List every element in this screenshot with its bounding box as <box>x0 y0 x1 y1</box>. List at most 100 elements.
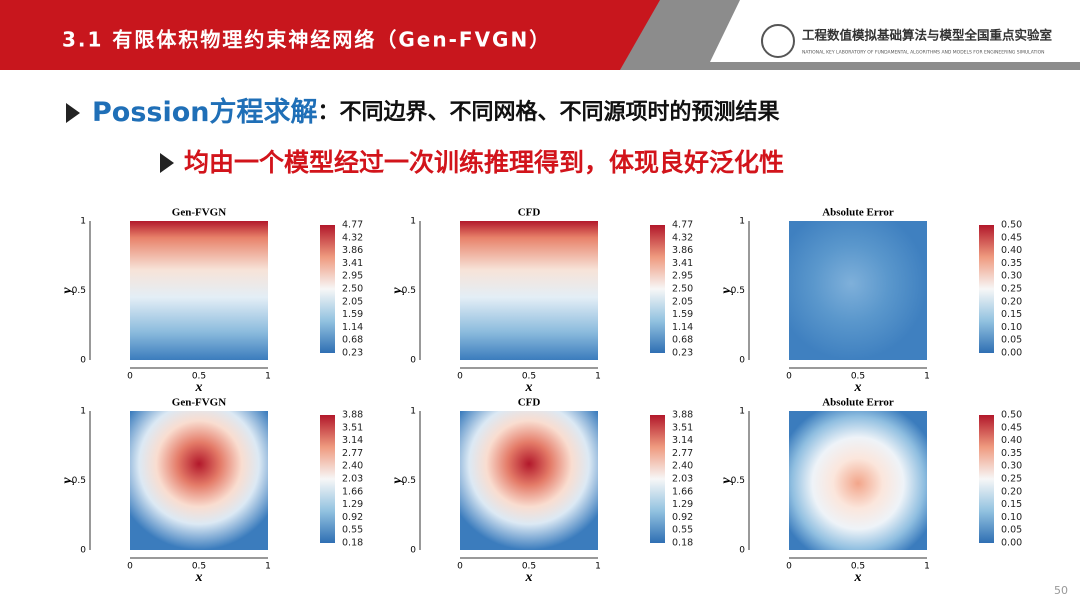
headline: Possion方程求解：不同边界、不同网格、不同源项时的预测结果 <box>92 96 780 128</box>
plot-title: Absolute Error <box>822 397 894 409</box>
colorbar-label: 0.55 <box>672 525 693 536</box>
colorbar-label: 0.00 <box>1001 538 1022 549</box>
colorbar-label: 0.15 <box>1001 309 1022 320</box>
colorbar-label: 0.23 <box>342 348 363 359</box>
colorbar-label: 0.23 <box>672 348 693 359</box>
y-tick-label: 0 <box>739 356 745 366</box>
bullet <box>66 103 80 123</box>
colorbar-label: 0.00 <box>1001 348 1022 359</box>
y-tick-label: 0.5 <box>731 476 745 486</box>
y-tick-label: 1 <box>80 217 86 227</box>
colorbar-label: 0.18 <box>342 538 363 549</box>
header-red <box>0 0 660 70</box>
x-tick-label: 0.5 <box>522 562 536 572</box>
y-tick-label: 0.5 <box>731 286 745 296</box>
colorbar-label: 0.68 <box>672 335 693 346</box>
subline: 均由一个模型经过一次训练推理得到，体现良好泛化性 <box>184 148 784 177</box>
colorbar-label: 1.14 <box>342 322 363 333</box>
colorbar-label: 0.92 <box>342 512 363 523</box>
colorbar-label: 0.40 <box>1001 435 1022 446</box>
colorbar-label: 3.14 <box>672 435 693 446</box>
x-label: x <box>525 380 533 395</box>
colorbar-label: 0.05 <box>1001 335 1022 346</box>
y-tick-label: 0.5 <box>72 476 86 486</box>
colorbar-label: 0.20 <box>1001 296 1022 307</box>
x-tick-label: 0 <box>786 562 792 572</box>
x-tick-label: 1 <box>595 372 601 382</box>
colorbar-label: 4.77 <box>672 220 693 231</box>
logo-area <box>710 0 1080 62</box>
colorbar-label: 0.92 <box>672 512 693 523</box>
colorbar-label: 3.51 <box>672 422 693 433</box>
colorbar-label: 3.86 <box>342 245 363 256</box>
y-tick-label: 1 <box>739 407 745 417</box>
y-label: y <box>390 477 405 486</box>
x-tick-label: 0.5 <box>851 372 865 382</box>
colorbar-label: 0.40 <box>1001 245 1022 256</box>
y-label: y <box>390 287 405 296</box>
y-tick-label: 1 <box>80 407 86 417</box>
colorbar-label: 0.35 <box>1001 258 1022 269</box>
colorbar-label: 2.05 <box>672 296 693 307</box>
y-tick-label: 0.5 <box>402 476 416 486</box>
x-tick-label: 1 <box>265 562 271 572</box>
x-label: x <box>854 380 862 395</box>
x-tick-label: 0.5 <box>522 372 536 382</box>
y-tick-label: 0 <box>739 546 745 556</box>
colorbar-label: 1.14 <box>672 322 693 333</box>
colorbar-label: 0.45 <box>1001 422 1022 433</box>
x-tick-label: 0.5 <box>192 562 206 572</box>
lab-name-en: NATIONAL KEY LABORATORY OF FUNDAMENTAL A… <box>802 50 1045 56</box>
plot-title: Absolute Error <box>822 207 894 219</box>
x-tick-label: 1 <box>595 562 601 572</box>
y-tick-label: 1 <box>410 217 416 227</box>
y-tick-label: 0 <box>410 546 416 556</box>
x-tick-label: 0 <box>457 372 463 382</box>
colorbar <box>979 415 994 543</box>
colorbar-label: 4.77 <box>342 220 363 231</box>
heatmap <box>130 411 268 550</box>
colorbar <box>650 225 665 353</box>
x-tick-label: 0 <box>127 372 133 382</box>
y-label: y <box>719 287 734 296</box>
colorbar-label: 1.59 <box>672 309 693 320</box>
y-tick-label: 1 <box>739 217 745 227</box>
colorbar <box>979 225 994 353</box>
colorbar-label: 0.45 <box>1001 232 1022 243</box>
colorbar-label: 0.35 <box>1001 448 1022 459</box>
colorbar-label: 0.50 <box>1001 410 1022 421</box>
colorbar-label: 2.95 <box>342 271 363 282</box>
colorbar <box>320 415 335 543</box>
heatmap <box>460 411 598 550</box>
section-title: 3.1 有限体积物理约束神经网络（Gen-FVGN） <box>62 28 551 52</box>
colorbar-label: 2.77 <box>672 448 693 459</box>
heatmap <box>789 221 927 360</box>
x-tick-label: 1 <box>924 562 930 572</box>
colorbar-label: 1.29 <box>342 499 363 510</box>
colorbar-label: 0.25 <box>1001 474 1022 485</box>
colorbar-label: 0.55 <box>342 525 363 536</box>
colorbar <box>650 415 665 543</box>
colorbar-label: 0.50 <box>1001 220 1022 231</box>
colorbar-label: 4.32 <box>672 232 693 243</box>
y-label: y <box>60 287 75 296</box>
x-tick-label: 1 <box>924 372 930 382</box>
colorbar-label: 0.10 <box>1001 512 1022 523</box>
colorbar-label: 2.40 <box>672 461 693 472</box>
x-tick-label: 0.5 <box>192 372 206 382</box>
colorbar-label: 3.86 <box>672 245 693 256</box>
colorbar-label: 2.77 <box>342 448 363 459</box>
colorbar-label: 1.66 <box>672 486 693 497</box>
plot-title: Gen-FVGN <box>172 207 226 219</box>
heatmap <box>460 221 598 360</box>
x-tick-label: 0 <box>127 562 133 572</box>
colorbar-label: 2.03 <box>342 474 363 485</box>
x-label: x <box>195 380 203 395</box>
colorbar-label: 1.29 <box>672 499 693 510</box>
colorbar-label: 2.50 <box>672 284 693 295</box>
x-label: x <box>195 570 203 585</box>
colorbar-label: 3.88 <box>342 410 363 421</box>
y-tick-label: 1 <box>410 407 416 417</box>
